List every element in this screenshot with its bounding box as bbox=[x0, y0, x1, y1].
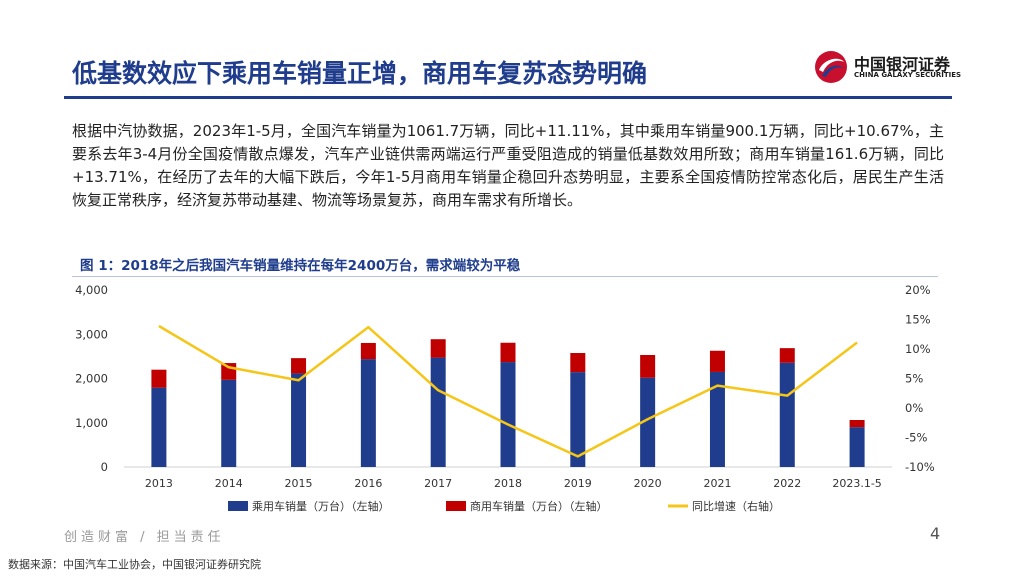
bar-passenger bbox=[570, 372, 586, 467]
logo-text-en: CHINA GALAXY SECURITIES bbox=[854, 71, 962, 79]
x-tick-label: 2022 bbox=[773, 477, 801, 490]
body-paragraph: 根据中汽协数据，2023年1-5月，全国汽车销量为1061.7万辆，同比+11.… bbox=[72, 122, 944, 209]
page-title: 低基数效应下乘用车销量正增，商用车复苏态势明确 bbox=[72, 59, 648, 88]
y-right-tick-label: 0% bbox=[905, 401, 923, 415]
bar-commercial bbox=[500, 342, 516, 363]
y-right-tick-label: 10% bbox=[905, 342, 931, 356]
bar-commercial bbox=[291, 358, 307, 374]
legend-swatch bbox=[446, 501, 466, 511]
y-left-tick-label: 2,000 bbox=[75, 372, 108, 386]
x-tick-label: 2017 bbox=[424, 477, 452, 490]
x-tick-label: 2020 bbox=[634, 477, 662, 490]
page-number: 4 bbox=[930, 524, 941, 543]
bar-passenger bbox=[779, 362, 795, 467]
x-tick-label: 2016 bbox=[354, 477, 382, 490]
y-left-tick-label: 4,000 bbox=[75, 283, 108, 297]
bar-commercial bbox=[430, 339, 446, 358]
bar-commercial bbox=[779, 348, 795, 363]
y-right-tick-label: -10% bbox=[905, 460, 935, 474]
y-right-tick-label: -5% bbox=[905, 431, 927, 445]
bar-passenger bbox=[360, 359, 376, 467]
bar-passenger bbox=[500, 362, 516, 467]
legend-label: 商用车销量（万台）（左轴） bbox=[470, 499, 608, 513]
bar-commercial bbox=[360, 342, 376, 360]
x-tick-label: 2015 bbox=[285, 477, 313, 490]
bar-commercial bbox=[570, 353, 586, 373]
x-tick-label: 2019 bbox=[564, 477, 592, 490]
legend-label: 同比增速（右轴） bbox=[692, 499, 780, 513]
figure-title: 图 1：2018年之后我国汽车销量维持在每年2400万台，需求端较为平稳 bbox=[80, 258, 521, 274]
y-left-tick-label: 3,000 bbox=[75, 327, 108, 341]
data-source: 数据来源：中国汽车工业协会，中国银河证券研究院 bbox=[8, 558, 261, 571]
sales-chart: 0 1,000 2,000 3,000 4,000 -10% -5% 0% 5% 10% 15% 20… bbox=[75, 283, 935, 513]
bar-commercial bbox=[709, 350, 725, 372]
bar-passenger bbox=[849, 427, 865, 467]
galaxy-logo-icon bbox=[815, 51, 847, 83]
legend-swatch bbox=[228, 501, 248, 511]
bar-passenger bbox=[291, 373, 307, 467]
logo-text-cn: 中国银河证券 bbox=[854, 55, 951, 74]
bar-passenger bbox=[430, 357, 446, 467]
y-right-tick-label: 5% bbox=[905, 372, 923, 386]
x-tick-label: 2018 bbox=[494, 477, 522, 490]
title-divider bbox=[64, 96, 952, 99]
bar-commercial bbox=[640, 355, 656, 378]
bar-passenger bbox=[221, 379, 237, 467]
y-left-tick-label: 1,000 bbox=[75, 416, 108, 430]
line-yoy-growth bbox=[158, 324, 858, 458]
y-left-tick-label: 0 bbox=[101, 460, 108, 474]
x-tick-label: 2013 bbox=[145, 477, 173, 490]
bar-passenger bbox=[709, 371, 725, 467]
brand-logo: 中国银河证券 CHINA GALAXY SECURITIES bbox=[814, 48, 964, 88]
y-right-tick-label: 15% bbox=[905, 313, 931, 327]
bar-commercial bbox=[849, 420, 865, 428]
bar-passenger bbox=[151, 387, 167, 467]
bar-passenger bbox=[640, 377, 656, 467]
y-right-tick-label: 20% bbox=[905, 283, 931, 297]
figure-divider bbox=[72, 276, 938, 277]
footer-slogan: 创造财富 / 担当责任 bbox=[64, 530, 225, 545]
x-tick-label: 2014 bbox=[215, 477, 243, 490]
bar-commercial bbox=[151, 369, 167, 388]
x-tick-label: 2021 bbox=[703, 477, 731, 490]
legend-label: 乘用车销量（万台）（左轴） bbox=[252, 499, 390, 513]
x-tick-label: 2023.1-5 bbox=[832, 477, 881, 490]
